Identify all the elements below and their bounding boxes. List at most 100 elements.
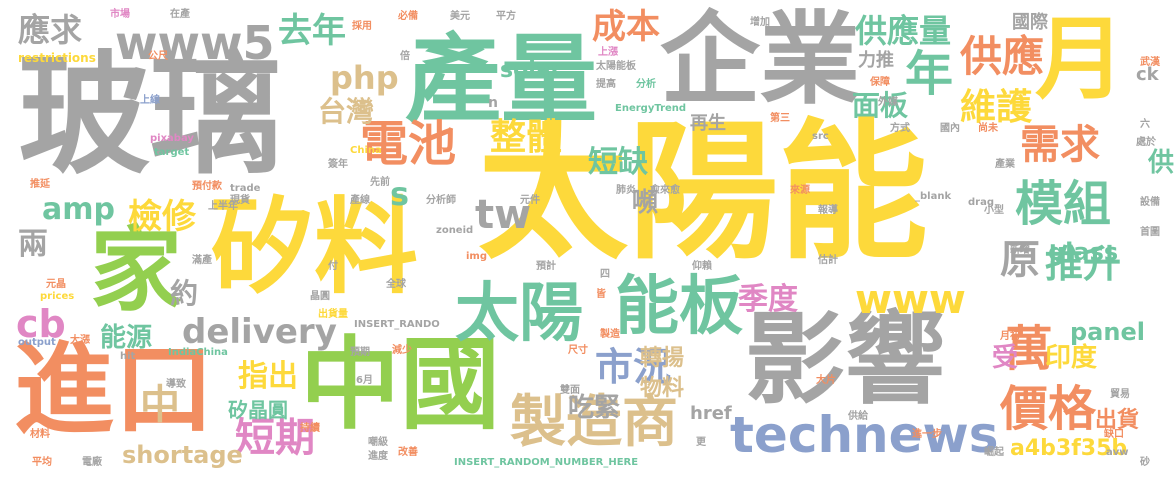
word-drag: drag	[968, 197, 994, 208]
word-dianchi: 電池	[360, 116, 457, 172]
word-xinzeng: 新增	[1010, 245, 1030, 256]
word-jingyuan: 晶圓	[310, 291, 330, 302]
word-insert-random-number-here: INSERT_RANDOM_NUMBER_HERE	[454, 457, 639, 468]
word-boli: 玻璃	[18, 39, 282, 193]
word-caiyong: 採用	[352, 21, 372, 32]
word-n: n	[488, 95, 498, 111]
word-gongchi: 公尺	[148, 51, 168, 62]
word-quanqiu: 全球	[386, 279, 406, 290]
word-chaoji: 嘲級	[368, 437, 388, 448]
word-pingfang: 平方	[496, 11, 516, 22]
word-chengben: 成本	[592, 7, 660, 47]
word-cb: cb	[16, 302, 66, 346]
word-trade: trade	[230, 183, 261, 194]
word-technews: technews	[730, 406, 999, 464]
word-jinyibu: 進一步	[912, 429, 942, 440]
word-shangxian: 上線	[140, 95, 160, 106]
word-amp: amp	[42, 192, 115, 227]
word-si: 四	[600, 269, 610, 280]
word-zhuanyang: 轉揚	[640, 346, 685, 371]
word-yue: 月	[1035, 7, 1125, 112]
word-php: php	[330, 59, 399, 97]
word-yue-about: 約	[170, 277, 199, 310]
word-disan: 第三	[770, 113, 790, 124]
word-xuqiu: 需求	[1020, 122, 1100, 168]
word-insert-rando: INSERT_RANDO	[354, 319, 440, 330]
word-gongying: 供應	[960, 32, 1045, 81]
word-yuji: 預計	[536, 261, 556, 272]
word-taiwan: 台灣	[318, 95, 375, 128]
word-zhizaoshang: 製造商	[510, 390, 678, 455]
word-yuan: 原	[1000, 237, 1040, 283]
word-panel: panel	[1070, 318, 1145, 346]
word-energytrend: EnergyTrend	[615, 103, 687, 114]
word-chuhuo: 出貨	[1095, 408, 1140, 433]
word-s: s	[390, 175, 410, 213]
word-fu: 付	[328, 261, 338, 272]
word-target: target	[154, 147, 190, 158]
word-href: href	[690, 403, 732, 424]
word-www: www	[855, 277, 966, 323]
word-gaishan: 改善	[398, 447, 418, 458]
word-shortage: shortage	[122, 441, 243, 469]
word-mancan: 滿產	[192, 255, 212, 266]
word-nian: 年	[905, 46, 954, 102]
word-wuhan: 武漢	[1140, 57, 1160, 68]
word-jidu: 季度	[738, 282, 798, 317]
word-chijin: 吃緊	[568, 393, 621, 423]
word-shikuang: 市況	[595, 345, 672, 389]
word-mianban: 面板	[852, 89, 909, 122]
word-fenxishi: 分析師	[426, 195, 456, 206]
word-ck: ck	[1136, 64, 1159, 85]
word-pixabay: pixabay	[150, 133, 194, 144]
word-delivery: delivery	[182, 312, 337, 352]
word-jia: 家	[90, 217, 183, 324]
word-tuiyan: 推延	[30, 179, 50, 190]
word-yulaiyu: 愈來愈	[650, 185, 680, 196]
word-tigao: 提高	[596, 79, 616, 90]
word-daozhi: 導致	[166, 379, 186, 390]
word-china: China	[350, 145, 382, 156]
word-fangshi: 方式	[890, 123, 910, 134]
word-dianchang: 電廠	[82, 457, 102, 468]
word-nengban: 能板	[615, 270, 743, 344]
word-jie: 皆	[596, 289, 606, 300]
word-yufukuan: 預付款	[192, 181, 222, 192]
word-jiage: 價格	[1000, 381, 1097, 437]
word-liang: 兩	[18, 227, 48, 262]
word-output: output	[18, 337, 56, 348]
word-jianxiu: 檢修	[128, 197, 196, 237]
word-xiaoxing: 小型	[984, 205, 1004, 216]
word-zengjia: 增加	[750, 17, 770, 28]
word-www5: www5	[115, 16, 275, 70]
word-fenxi: 分析	[636, 79, 656, 90]
word-a4b3f35b: a4b3f35b	[1010, 436, 1128, 461]
word-meiyuan: 美元	[450, 11, 470, 22]
word-src: src	[812, 131, 829, 142]
word-taiyangneng: 太陽能	[478, 106, 929, 280]
word-shangbannian: 上半年	[208, 201, 238, 212]
word-guoji: 國際	[1012, 12, 1048, 33]
word-restrictions: restrictions	[18, 51, 96, 65]
word-chuyu: 處於	[1136, 137, 1156, 148]
word-shebei: 設備	[1140, 197, 1160, 208]
word-pin: 嚬	[632, 188, 659, 218]
word-yanglai: 仰賴	[692, 261, 712, 272]
word-yindu: 印度	[1045, 343, 1098, 373]
word-xianqian: 先前	[370, 177, 390, 188]
word-shangwei: 尚未	[978, 123, 998, 134]
word-avw: avw	[1106, 447, 1129, 458]
word-shou: 受	[992, 343, 1019, 373]
word-guji: 估計	[818, 255, 838, 266]
word-zhichu: 指出	[238, 359, 298, 394]
word-gong: 供	[1148, 148, 1175, 178]
word-cailiao: 材料	[30, 429, 50, 440]
word-zhong: 中	[140, 382, 180, 428]
word-yuechu: 月初	[1000, 331, 1020, 342]
word-dapian: 大片	[816, 375, 836, 386]
word-guonei: 國內	[940, 123, 960, 134]
word-dazhang-1: 大漲	[70, 335, 90, 346]
word-prices: prices	[40, 291, 75, 302]
word-bibei: 必備	[398, 11, 418, 22]
word-xianhuo: 現貨	[230, 195, 250, 206]
